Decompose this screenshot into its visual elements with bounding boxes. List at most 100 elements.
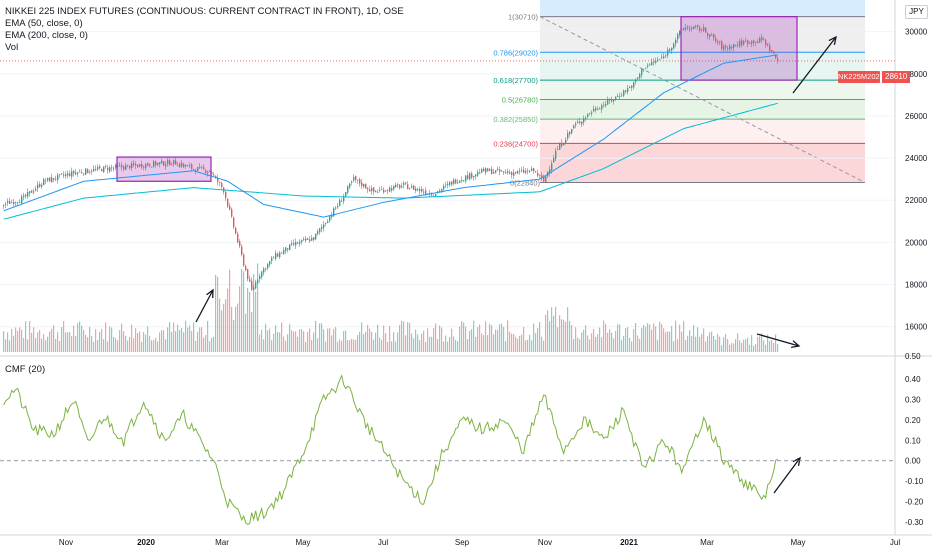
price-candle	[209, 169, 211, 173]
candle-body	[699, 27, 701, 31]
volume-bar	[389, 326, 391, 352]
volume-bar	[453, 336, 455, 352]
volume-bar	[261, 329, 263, 352]
volume-bar	[299, 329, 301, 352]
price-candle	[575, 121, 577, 129]
price-candle	[585, 115, 587, 122]
price-candle	[135, 161, 137, 170]
price-candle	[581, 121, 583, 127]
price-candle	[653, 58, 655, 66]
price-candle	[637, 77, 639, 80]
candle-body	[183, 164, 185, 168]
price-candle	[601, 103, 603, 114]
price-candle	[471, 171, 473, 180]
price-candle	[415, 186, 417, 194]
price-candle	[287, 248, 289, 253]
volume-bar	[157, 341, 159, 352]
price-candle	[235, 226, 237, 235]
volume-bar	[89, 326, 91, 352]
volume-bar	[259, 334, 261, 352]
volume-bar	[37, 332, 39, 352]
price-candle	[393, 185, 395, 192]
candle-body	[395, 184, 397, 187]
candle-body	[481, 168, 483, 173]
candle-body	[215, 176, 217, 178]
volume-bar	[83, 329, 85, 352]
candle-body	[493, 172, 495, 174]
candle-body	[721, 41, 723, 49]
candle-body	[651, 62, 653, 65]
price-candle	[313, 237, 315, 242]
volume-bar	[745, 339, 747, 352]
candle-body	[539, 174, 541, 176]
volume-bar	[11, 329, 13, 352]
price-candle	[335, 206, 337, 211]
time-axis-label-3: May	[295, 538, 310, 547]
price-candle	[31, 190, 33, 193]
candle-body	[243, 254, 245, 266]
candle-body	[71, 171, 73, 177]
volume-bar	[645, 326, 647, 352]
price-candle	[225, 189, 227, 201]
candle-body	[553, 157, 555, 163]
price-candle	[621, 92, 623, 97]
price-candle	[155, 160, 157, 168]
price-candle	[727, 45, 729, 52]
candle-body	[121, 165, 123, 168]
candle-body	[463, 180, 465, 182]
price-candle	[293, 239, 295, 247]
price-candle	[175, 157, 177, 165]
volume-bar	[183, 332, 185, 352]
volume-bar	[107, 341, 109, 352]
volume-bar	[271, 340, 273, 352]
price-candle	[713, 33, 715, 41]
volume-bar	[293, 331, 295, 352]
price-candle	[595, 106, 597, 113]
price-candle	[541, 171, 543, 181]
volume-bar	[427, 328, 429, 352]
candle-body	[361, 182, 363, 187]
price-candle	[231, 207, 233, 218]
price-candle	[751, 40, 753, 48]
volume-bar	[61, 327, 63, 352]
candle-body	[649, 63, 651, 65]
volume-bar	[603, 320, 605, 352]
volume-bar	[69, 332, 71, 352]
chart-title: NIKKEI 225 INDEX FUTURES (CONTINUOUS: CU…	[5, 6, 404, 17]
volume-bar	[737, 333, 739, 352]
volume-bar	[587, 335, 589, 352]
volume-decline-arrow-shaft	[756, 333, 800, 347]
volume-bar	[373, 339, 375, 352]
price-candle	[763, 36, 765, 41]
candle-body	[717, 41, 719, 43]
price-candle	[453, 177, 455, 186]
volume-bar	[161, 330, 163, 352]
volume-bar	[77, 323, 79, 352]
candle-body	[93, 168, 95, 172]
candle-body	[647, 65, 649, 67]
ema50-legend: EMA (50, close, 0)	[5, 18, 83, 29]
candle-body	[179, 163, 181, 168]
price-candle	[55, 175, 57, 182]
candle-body	[319, 228, 321, 232]
volume-bar	[339, 339, 341, 352]
candle-body	[29, 191, 31, 194]
volume-bar	[385, 333, 387, 352]
candle-body	[329, 216, 331, 222]
volume-bar	[331, 335, 333, 352]
price-candle	[517, 170, 519, 175]
currency-button[interactable]: JPY	[905, 5, 928, 19]
candle-body	[299, 241, 301, 244]
price-candle	[777, 55, 779, 64]
volume-bar	[359, 331, 361, 352]
volume-bar	[671, 325, 673, 352]
volume-bar	[757, 336, 759, 352]
price-candle	[677, 32, 679, 44]
candle-body	[265, 268, 267, 270]
price-candle	[145, 163, 147, 171]
volume-bar	[423, 330, 425, 352]
candle-body	[413, 185, 415, 190]
volume-bar	[577, 337, 579, 352]
candle-body	[741, 40, 743, 46]
